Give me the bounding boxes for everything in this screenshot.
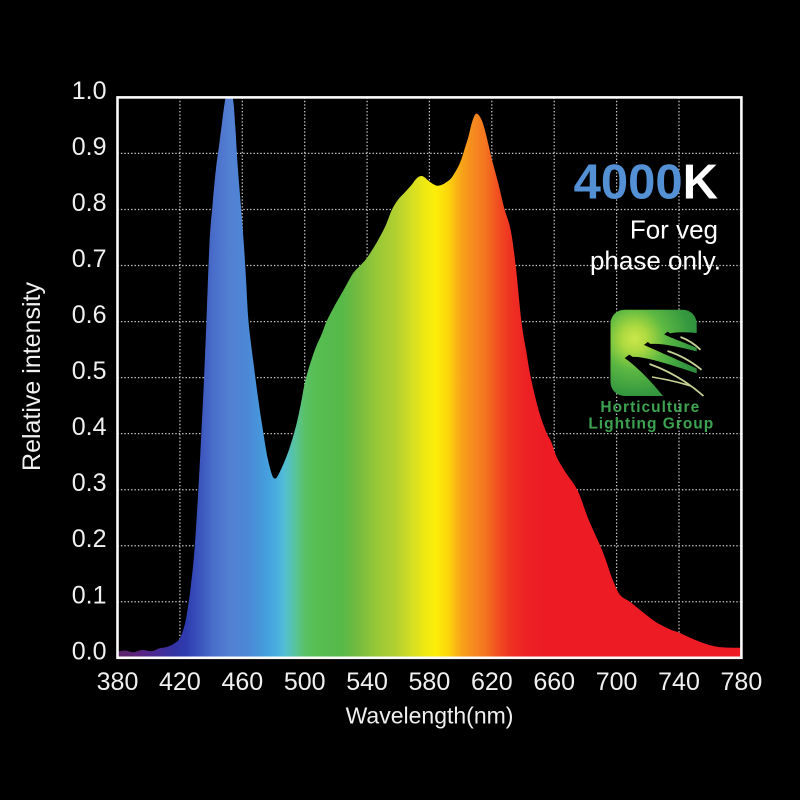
svg-text:0.3: 0.3 [72,469,107,497]
svg-text:Horticulture: Horticulture [600,399,700,416]
svg-text:740: 740 [658,668,700,696]
svg-text:Relative intensity: Relative intensity [18,282,46,471]
svg-text:700: 700 [596,668,638,696]
svg-text:For veg: For veg [630,215,718,245]
svg-text:460: 460 [221,668,263,696]
svg-text:660: 660 [533,668,575,696]
svg-text:1.0: 1.0 [72,77,107,105]
svg-text:0.6: 0.6 [72,301,107,329]
svg-text:0.2: 0.2 [72,525,107,553]
svg-text:0.7: 0.7 [72,245,107,273]
svg-text:Lighting Group: Lighting Group [588,416,714,433]
svg-text:0.0: 0.0 [72,637,107,665]
svg-text:0.1: 0.1 [72,581,107,609]
svg-text:0.8: 0.8 [72,189,107,217]
svg-text:420: 420 [159,668,201,696]
svg-text:580: 580 [409,668,451,696]
svg-text:phase only.: phase only. [590,245,721,275]
svg-text:540: 540 [346,668,388,696]
svg-text:620: 620 [471,668,513,696]
svg-text:500: 500 [284,668,326,696]
svg-text:Wavelength(nm): Wavelength(nm) [346,703,514,729]
svg-text:780: 780 [721,668,763,696]
svg-text:0.5: 0.5 [72,357,107,385]
svg-text:380: 380 [97,668,139,696]
svg-text:4000K: 4000K [574,156,718,210]
svg-text:0.9: 0.9 [72,133,107,161]
svg-text:0.4: 0.4 [72,413,107,441]
